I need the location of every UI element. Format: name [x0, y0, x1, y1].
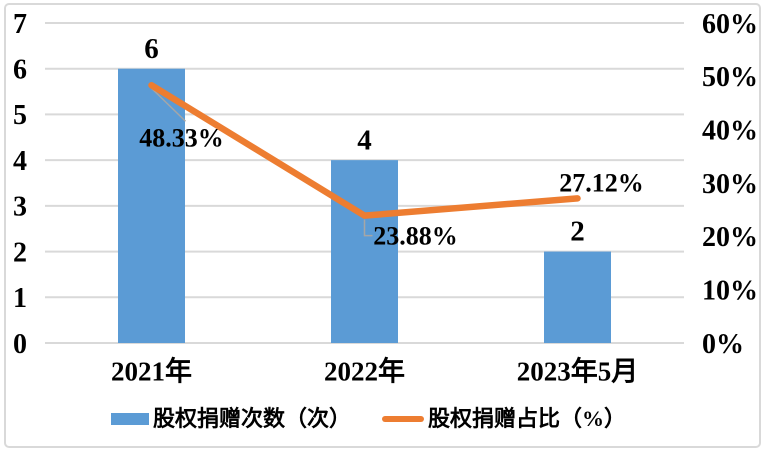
leader-line [150, 87, 187, 122]
chart-legend: 股权捐赠次数（次） 股权捐赠占比（%） [0, 404, 764, 434]
right-axis-tick-label: 40% [702, 115, 758, 146]
bar-series-swatch [111, 413, 149, 425]
line-data-label: 48.33% [139, 123, 224, 152]
left-axis-tick-label: 1 [13, 283, 27, 314]
legend-item-line-series: 股权捐赠占比（%） [382, 404, 626, 434]
category-label: 2022年 [324, 355, 405, 386]
bar-data-label: 6 [144, 33, 159, 65]
legend-label-line-series: 股权捐赠占比（%） [428, 406, 627, 431]
left-axis-tick-label: 3 [13, 192, 27, 223]
category-label: 2021年 [111, 355, 192, 386]
right-axis-tick-label: 10% [702, 275, 758, 306]
left-axis-tick-label: 7 [13, 9, 27, 40]
bar [118, 68, 185, 343]
right-axis-tick-label: 0% [702, 329, 744, 360]
line-data-label: 27.12% [559, 168, 644, 197]
bar [331, 160, 398, 343]
left-axis-tick-label: 2 [13, 237, 27, 268]
line-series [148, 81, 581, 219]
bar-data-label: 4 [357, 124, 372, 156]
right-axis-tick-label: 30% [702, 169, 758, 200]
left-axis-tick-label: 0 [13, 329, 27, 360]
right-axis-tick-label: 20% [702, 222, 758, 253]
right-axis-tick-label: 60% [702, 9, 758, 40]
legend-label-bar-series: 股权捐赠次数（次） [153, 406, 352, 431]
legend-item-bar-series: 股权捐赠次数（次） [111, 404, 351, 434]
left-axis-tick-label: 6 [13, 55, 27, 86]
line-data-label: 23.88% [373, 222, 458, 251]
bar-data-label: 2 [570, 216, 585, 248]
right-axis-tick-label: 50% [702, 62, 758, 93]
bar [544, 251, 611, 343]
line-series-swatch [382, 416, 424, 422]
left-axis-tick-label: 4 [13, 146, 27, 177]
category-label: 2023年5月 [517, 355, 639, 386]
leader-line [363, 219, 373, 237]
left-axis-tick-label: 5 [13, 100, 27, 131]
